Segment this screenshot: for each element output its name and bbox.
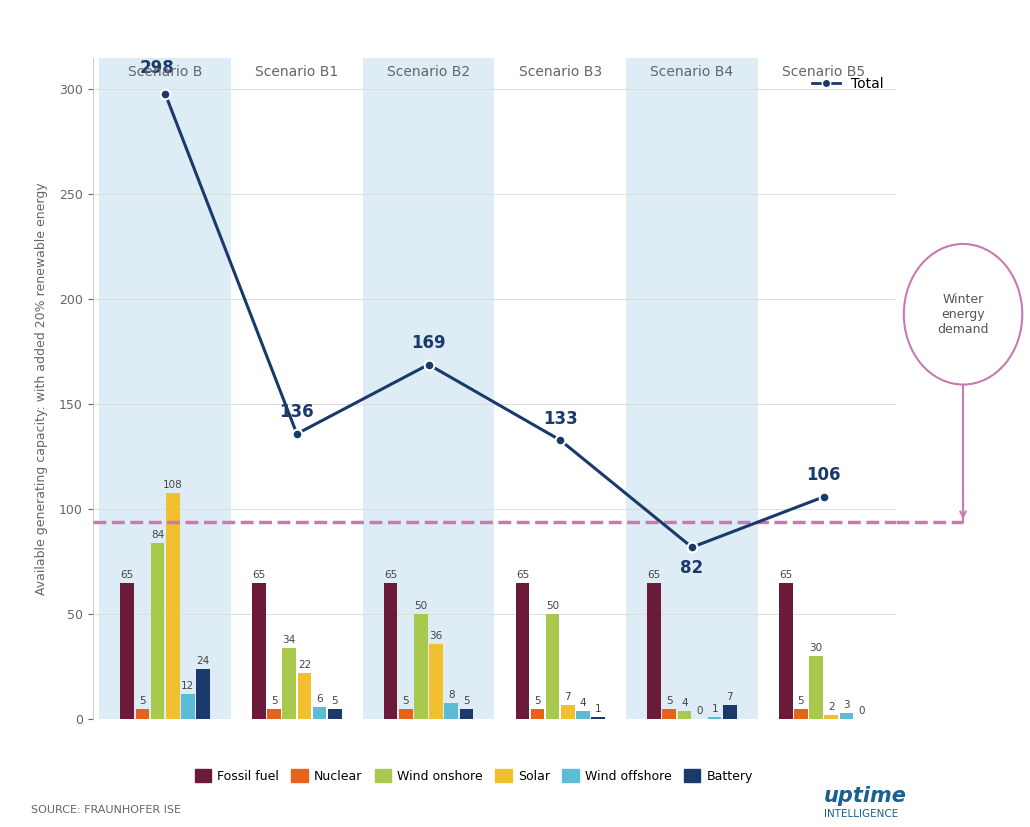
Text: 50: 50 [414, 601, 427, 611]
Bar [810, 657, 823, 719]
Bar [121, 583, 134, 719]
Text: 30: 30 [810, 643, 823, 653]
Bar [708, 717, 721, 719]
Text: uptime: uptime [824, 786, 906, 806]
Text: Scenario B: Scenario B [128, 65, 202, 79]
Bar [313, 707, 327, 719]
Bar [576, 711, 590, 719]
Text: 0: 0 [858, 706, 865, 716]
Bar [166, 493, 179, 719]
Bar [430, 644, 443, 719]
Text: 34: 34 [282, 635, 296, 645]
Text: Winter
energy
demand: Winter energy demand [937, 293, 989, 336]
Text: 36: 36 [430, 631, 443, 641]
Text: Scenario B3: Scenario B3 [519, 65, 602, 79]
Text: 84: 84 [151, 530, 164, 540]
Bar [414, 614, 427, 719]
Bar [252, 583, 266, 719]
Text: Scenario B5: Scenario B5 [782, 65, 865, 79]
Legend: Fossil fuel, Nuclear, Wind onshore, Solar, Wind offshore, Battery: Fossil fuel, Nuclear, Wind onshore, Sola… [190, 764, 758, 787]
Legend: Total: Total [806, 71, 889, 97]
Text: 5: 5 [797, 696, 804, 705]
Text: 5: 5 [271, 696, 277, 705]
Text: 1: 1 [712, 705, 718, 715]
Text: 169: 169 [411, 334, 446, 352]
Bar [779, 583, 793, 719]
Bar [678, 711, 691, 719]
Text: INTELLIGENCE: INTELLIGENCE [824, 809, 898, 819]
Bar [328, 709, 342, 719]
Bar [647, 583, 661, 719]
Bar [445, 703, 458, 719]
Bar [516, 583, 529, 719]
Text: 24: 24 [197, 656, 210, 666]
Text: 5: 5 [535, 696, 541, 705]
Text: 3: 3 [844, 700, 850, 710]
Text: 65: 65 [779, 570, 792, 580]
Bar [384, 583, 398, 719]
Bar [282, 648, 296, 719]
Text: 6: 6 [316, 694, 322, 704]
Text: 5: 5 [139, 696, 145, 705]
Text: 136: 136 [279, 404, 314, 421]
Bar [298, 673, 311, 719]
Text: 65: 65 [516, 570, 529, 580]
Text: SOURCE: FRAUNHOFER ISE: SOURCE: FRAUNHOFER ISE [31, 805, 181, 815]
Text: 12: 12 [181, 681, 195, 691]
Text: 82: 82 [681, 559, 703, 576]
Bar [626, 58, 758, 719]
Text: 5: 5 [403, 696, 409, 705]
Bar [824, 715, 838, 719]
Text: 7: 7 [564, 691, 572, 701]
Text: Scenario B1: Scenario B1 [255, 65, 339, 79]
Bar [150, 543, 165, 719]
Text: 65: 65 [252, 570, 266, 580]
Bar [99, 58, 231, 719]
Bar [399, 709, 413, 719]
Bar [561, 705, 575, 719]
Bar [136, 709, 149, 719]
Text: 65: 65 [121, 570, 134, 580]
Bar [723, 705, 736, 719]
Text: 65: 65 [384, 570, 398, 580]
Bar [181, 695, 195, 719]
Bar [268, 709, 281, 719]
Text: Scenario B4: Scenario B4 [650, 65, 733, 79]
Text: 65: 65 [648, 570, 660, 580]
Text: 133: 133 [543, 409, 578, 428]
Text: 0: 0 [696, 706, 702, 716]
Bar [459, 709, 473, 719]
Bar [662, 709, 676, 719]
Text: 7: 7 [726, 691, 733, 701]
Text: 4: 4 [580, 698, 586, 708]
Text: 50: 50 [546, 601, 559, 611]
Bar [794, 709, 808, 719]
Text: Scenario B2: Scenario B2 [387, 65, 470, 79]
Bar [591, 717, 605, 719]
Text: 2: 2 [828, 702, 834, 712]
Text: 5: 5 [332, 696, 338, 705]
Text: 22: 22 [298, 660, 311, 670]
Bar [530, 709, 544, 719]
Text: 5: 5 [464, 696, 470, 705]
Text: 298: 298 [140, 59, 175, 77]
Text: 5: 5 [666, 696, 673, 705]
Bar [546, 614, 559, 719]
Y-axis label: Available generating capacity: with added 20% renewable energy: Available generating capacity: with adde… [35, 183, 48, 595]
Text: 4: 4 [681, 698, 688, 708]
Bar [839, 713, 853, 719]
Text: 1: 1 [594, 705, 602, 715]
Bar [363, 58, 494, 719]
Bar [196, 669, 210, 719]
Text: 8: 8 [448, 690, 454, 700]
Text: 106: 106 [806, 466, 840, 485]
Text: 108: 108 [163, 480, 182, 490]
